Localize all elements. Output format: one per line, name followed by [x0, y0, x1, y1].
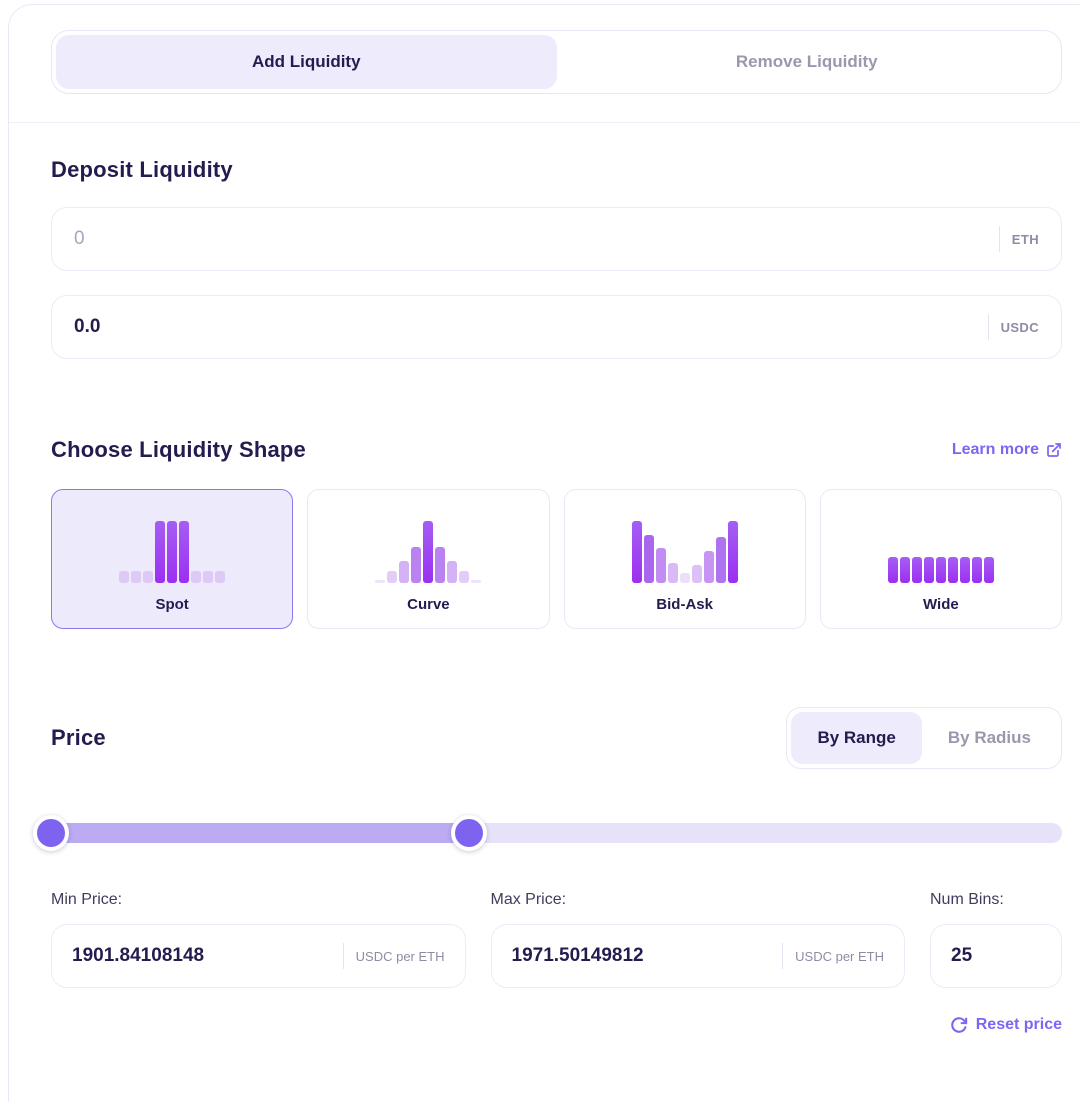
- learn-more-link[interactable]: Learn more: [952, 441, 1062, 459]
- tab-add-liquidity[interactable]: Add Liquidity: [56, 35, 557, 89]
- max-price-label: Max Price:: [490, 891, 567, 908]
- deposit-eth-input[interactable]: [74, 228, 999, 250]
- price-title: Price: [51, 725, 106, 750]
- min-price-input[interactable]: [72, 945, 343, 967]
- deposit-section: Deposit Liquidity ETH USDC: [51, 157, 1062, 359]
- slider-handle-max[interactable]: [450, 815, 487, 851]
- shape-card-label: Curve: [407, 596, 450, 613]
- usdc-token-label: USDC: [1000, 319, 1039, 335]
- eth-token-label: ETH: [1011, 231, 1039, 247]
- price-range-fill: [51, 823, 469, 843]
- max-price-unit: USDC per ETH: [795, 948, 884, 964]
- learn-more-label: Learn more: [951, 441, 1039, 458]
- shape-card-label: Bid-Ask: [656, 596, 713, 613]
- mode-by-radius[interactable]: By Radius: [947, 728, 1031, 747]
- spot-bars-icon: [119, 519, 226, 583]
- shape-card-wide[interactable]: Wide: [819, 489, 1062, 629]
- shape-cards: Spot Curve Bid-Ask Wide: [51, 489, 1062, 629]
- shape-card-bid-ask[interactable]: Bid-Ask: [563, 489, 806, 629]
- usdc-suffix: USDC: [987, 314, 1039, 340]
- field-divider: [342, 943, 344, 969]
- slider-handle-min[interactable]: [33, 815, 69, 851]
- min-price-unit-wrap: USDC per ETH: [342, 943, 445, 969]
- price-range-slider: [33, 815, 1062, 851]
- field-divider: [998, 226, 1000, 252]
- liquidity-tabbar: Add Liquidity Remove Liquidity: [51, 30, 1062, 94]
- external-link-icon: [1046, 442, 1062, 458]
- price-mode-toggle: By Range By Radius: [786, 707, 1062, 769]
- max-price-column: Max Price: USDC per ETH: [490, 891, 905, 988]
- num-bins-column: Num Bins:: [930, 891, 1062, 988]
- num-bins-field: [930, 924, 1062, 988]
- deposit-eth-field: ETH: [51, 207, 1062, 271]
- curve-bars-icon: [375, 519, 482, 583]
- max-price-input[interactable]: [511, 945, 783, 967]
- reset-price-label: Reset price: [975, 1016, 1062, 1033]
- max-price-unit-wrap: USDC per ETH: [782, 943, 884, 969]
- liquidity-panel: Add Liquidity Remove Liquidity Deposit L…: [8, 4, 1080, 1102]
- refresh-icon: [950, 1016, 968, 1034]
- wide-bars-icon: [887, 519, 994, 583]
- shape-card-curve[interactable]: Curve: [307, 489, 550, 629]
- deposit-title: Deposit Liquidity: [51, 157, 233, 182]
- deposit-usdc-field: USDC: [51, 295, 1062, 359]
- tab-remove-liquidity[interactable]: Remove Liquidity: [735, 52, 878, 71]
- shape-card-label: Wide: [923, 596, 959, 613]
- eth-suffix: ETH: [998, 226, 1039, 252]
- shape-title: Choose Liquidity Shape: [51, 437, 306, 462]
- price-section: Price By Range By Radius Min Price: USDC…: [33, 707, 1062, 1034]
- num-bins-label: Num Bins:: [930, 891, 1004, 908]
- shape-card-spot[interactable]: Spot: [51, 489, 294, 629]
- shape-section: Choose Liquidity Shape Learn more Spot: [51, 437, 1062, 629]
- min-price-label: Min Price:: [51, 891, 123, 908]
- mode-by-range[interactable]: By Range: [791, 712, 922, 764]
- deposit-usdc-input[interactable]: [74, 316, 988, 338]
- price-fields-row: Min Price: USDC per ETH Max Price: USDC …: [51, 891, 1062, 988]
- num-bins-input[interactable]: [951, 945, 1041, 967]
- shape-card-label: Spot: [155, 596, 189, 613]
- max-price-field: USDC per ETH: [490, 924, 905, 988]
- field-divider: [782, 943, 784, 969]
- field-divider: [987, 314, 989, 340]
- min-price-unit: USDC per ETH: [355, 948, 445, 964]
- min-price-column: Min Price: USDC per ETH: [51, 891, 466, 988]
- min-price-field: USDC per ETH: [51, 924, 466, 988]
- bid-ask-bars-icon: [631, 519, 738, 583]
- reset-price-button[interactable]: Reset price: [950, 1016, 1062, 1034]
- tabbar-divider: [9, 122, 1080, 123]
